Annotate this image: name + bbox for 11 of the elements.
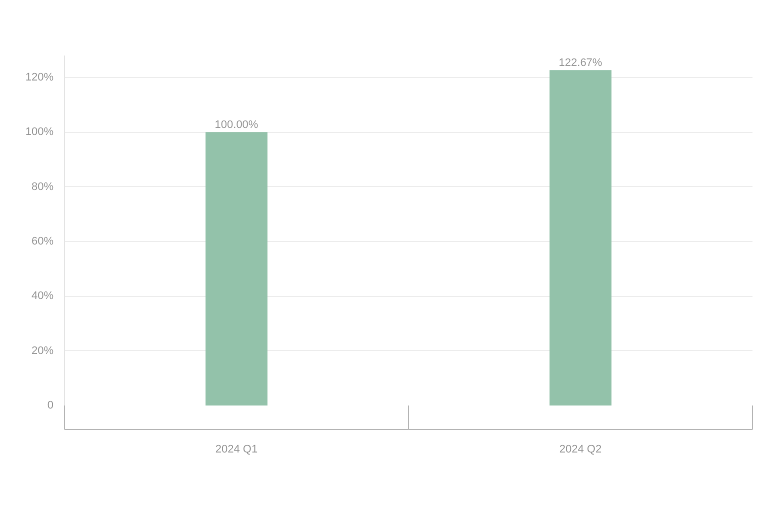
y-tick-label: 0 bbox=[47, 400, 54, 412]
y-tick-label: 100% bbox=[25, 126, 54, 138]
data-label: 100.00% bbox=[214, 119, 258, 132]
y-tick-label: 80% bbox=[31, 180, 54, 193]
y-tick-label: 60% bbox=[31, 235, 54, 248]
y-tick-label: 120% bbox=[25, 71, 54, 84]
y-tick-label: 40% bbox=[31, 290, 54, 302]
x-tick-label: 2024 Q1 bbox=[215, 444, 258, 456]
y-tick-label: 20% bbox=[31, 344, 54, 357]
x-tick-label: 2024 Q2 bbox=[559, 444, 602, 456]
data-label: 122.67% bbox=[558, 57, 602, 70]
